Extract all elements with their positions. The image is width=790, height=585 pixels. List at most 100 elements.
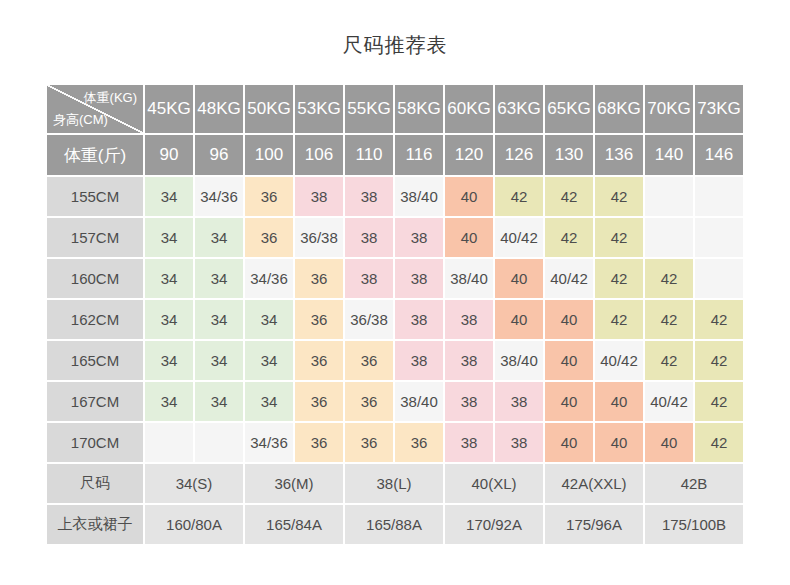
weight-kg-cell: 48KG — [195, 85, 243, 133]
size-cell: 34 — [145, 300, 193, 339]
size-cell: 34/36 — [245, 259, 293, 298]
size-cell: 34 — [195, 218, 243, 257]
garment-spec-cell: 170/92A — [445, 505, 543, 544]
size-cell: 42 — [545, 218, 593, 257]
weight-jin-cell: 100 — [245, 135, 293, 175]
weight-kg-cell: 63KG — [495, 85, 543, 133]
height-label: 167CM — [47, 382, 143, 421]
corner-label-weight-kg: 体重(KG) — [84, 89, 137, 107]
size-cell — [195, 423, 243, 462]
size-cell: 40 — [545, 423, 593, 462]
size-cell: 34 — [195, 300, 243, 339]
height-label: 165CM — [47, 341, 143, 380]
size-cell: 36 — [295, 300, 343, 339]
size-cell: 38/40 — [395, 177, 443, 216]
page: 尺码推荐表 体重(KG)身高(CM)45KG48KG50KG53KG55KG58… — [0, 0, 790, 585]
weight-jin-cell: 96 — [195, 135, 243, 175]
garment-spec-cell: 175/100B — [645, 505, 743, 544]
size-cell: 36 — [295, 423, 343, 462]
weight-jin-cell: 90 — [145, 135, 193, 175]
height-row: 157CM34343636/3838384040/424242 — [47, 218, 743, 257]
weight-kg-cell: 70KG — [645, 85, 693, 133]
size-cell: 40 — [595, 423, 643, 462]
size-cell: 34 — [145, 341, 193, 380]
size-cell: 34 — [145, 259, 193, 298]
size-cell: 42 — [645, 341, 693, 380]
size-cell: 38 — [445, 300, 493, 339]
size-cell: 38 — [395, 259, 443, 298]
size-cell: 42 — [545, 177, 593, 216]
size-cell: 40 — [545, 341, 593, 380]
garment-spec-row: 上衣或裙子160/80A165/84A165/88A170/92A175/96A… — [47, 505, 743, 544]
size-cell — [645, 218, 693, 257]
size-code-label: 尺码 — [47, 464, 143, 503]
size-cell: 42 — [645, 259, 693, 298]
weight-kg-cell: 65KG — [545, 85, 593, 133]
size-cell: 40/42 — [495, 218, 543, 257]
size-cell: 42 — [695, 300, 743, 339]
size-cell: 40 — [495, 259, 543, 298]
height-label: 170CM — [47, 423, 143, 462]
size-cell: 36 — [345, 341, 393, 380]
page-title: 尺码推荐表 — [0, 0, 790, 59]
size-cell: 38 — [445, 382, 493, 421]
size-cell: 36 — [395, 423, 443, 462]
size-cell: 40 — [445, 177, 493, 216]
size-cell: 38 — [345, 259, 393, 298]
size-cell: 40 — [495, 300, 543, 339]
size-cell: 40 — [545, 382, 593, 421]
weight-jin-cell: 120 — [445, 135, 493, 175]
weight-jin-cell: 130 — [545, 135, 593, 175]
size-cell: 38 — [295, 177, 343, 216]
header-row-weight-kg: 体重(KG)身高(CM)45KG48KG50KG53KG55KG58KG60KG… — [47, 85, 743, 133]
weight-jin-cell: 140 — [645, 135, 693, 175]
size-cell: 40 — [595, 382, 643, 421]
size-cell — [645, 177, 693, 216]
size-chart-body: 体重(KG)身高(CM)45KG48KG50KG53KG55KG58KG60KG… — [47, 85, 743, 544]
size-cell: 40 — [545, 300, 593, 339]
size-cell: 38 — [495, 382, 543, 421]
weight-kg-cell: 58KG — [395, 85, 443, 133]
weight-kg-cell: 45KG — [145, 85, 193, 133]
size-chart-table: 体重(KG)身高(CM)45KG48KG50KG53KG55KG58KG60KG… — [45, 83, 745, 546]
size-cell: 36/38 — [345, 300, 393, 339]
size-cell: 42 — [695, 382, 743, 421]
size-code-cell: 42A(XXL) — [545, 464, 643, 503]
height-label: 160CM — [47, 259, 143, 298]
size-cell: 42 — [645, 300, 693, 339]
weight-jin-cell: 136 — [595, 135, 643, 175]
size-cell: 36 — [295, 341, 343, 380]
size-cell: 42 — [495, 177, 543, 216]
weight-jin-cell: 116 — [395, 135, 443, 175]
weight-jin-cell: 106 — [295, 135, 343, 175]
weight-kg-cell: 60KG — [445, 85, 493, 133]
size-code-cell: 42B — [645, 464, 743, 503]
height-label: 162CM — [47, 300, 143, 339]
size-cell: 36 — [345, 382, 393, 421]
size-cell: 34/36 — [195, 177, 243, 216]
size-cell: 42 — [595, 177, 643, 216]
size-cell: 40/42 — [545, 259, 593, 298]
size-cell: 38 — [395, 341, 443, 380]
size-cell: 34 — [195, 259, 243, 298]
weight-jin-cell: 110 — [345, 135, 393, 175]
size-cell: 40/42 — [595, 341, 643, 380]
size-cell: 34 — [195, 341, 243, 380]
size-cell: 36 — [245, 218, 293, 257]
size-code-row: 尺码34(S)36(M)38(L)40(XL)42A(XXL)42B — [47, 464, 743, 503]
height-label: 155CM — [47, 177, 143, 216]
height-row: 162CM3434343636/3838384040424242 — [47, 300, 743, 339]
size-cell: 40 — [645, 423, 693, 462]
weight-kg-cell: 50KG — [245, 85, 293, 133]
garment-spec-cell: 165/88A — [345, 505, 443, 544]
size-cell: 38 — [395, 300, 443, 339]
weight-kg-cell: 68KG — [595, 85, 643, 133]
size-code-cell: 36(M) — [245, 464, 343, 503]
size-cell: 34 — [195, 382, 243, 421]
size-cell: 38/40 — [445, 259, 493, 298]
size-cell: 34/36 — [245, 423, 293, 462]
size-cell: 38 — [445, 423, 493, 462]
size-code-cell: 40(XL) — [445, 464, 543, 503]
garment-spec-cell: 165/84A — [245, 505, 343, 544]
height-row: 170CM34/36363636383840404042 — [47, 423, 743, 462]
